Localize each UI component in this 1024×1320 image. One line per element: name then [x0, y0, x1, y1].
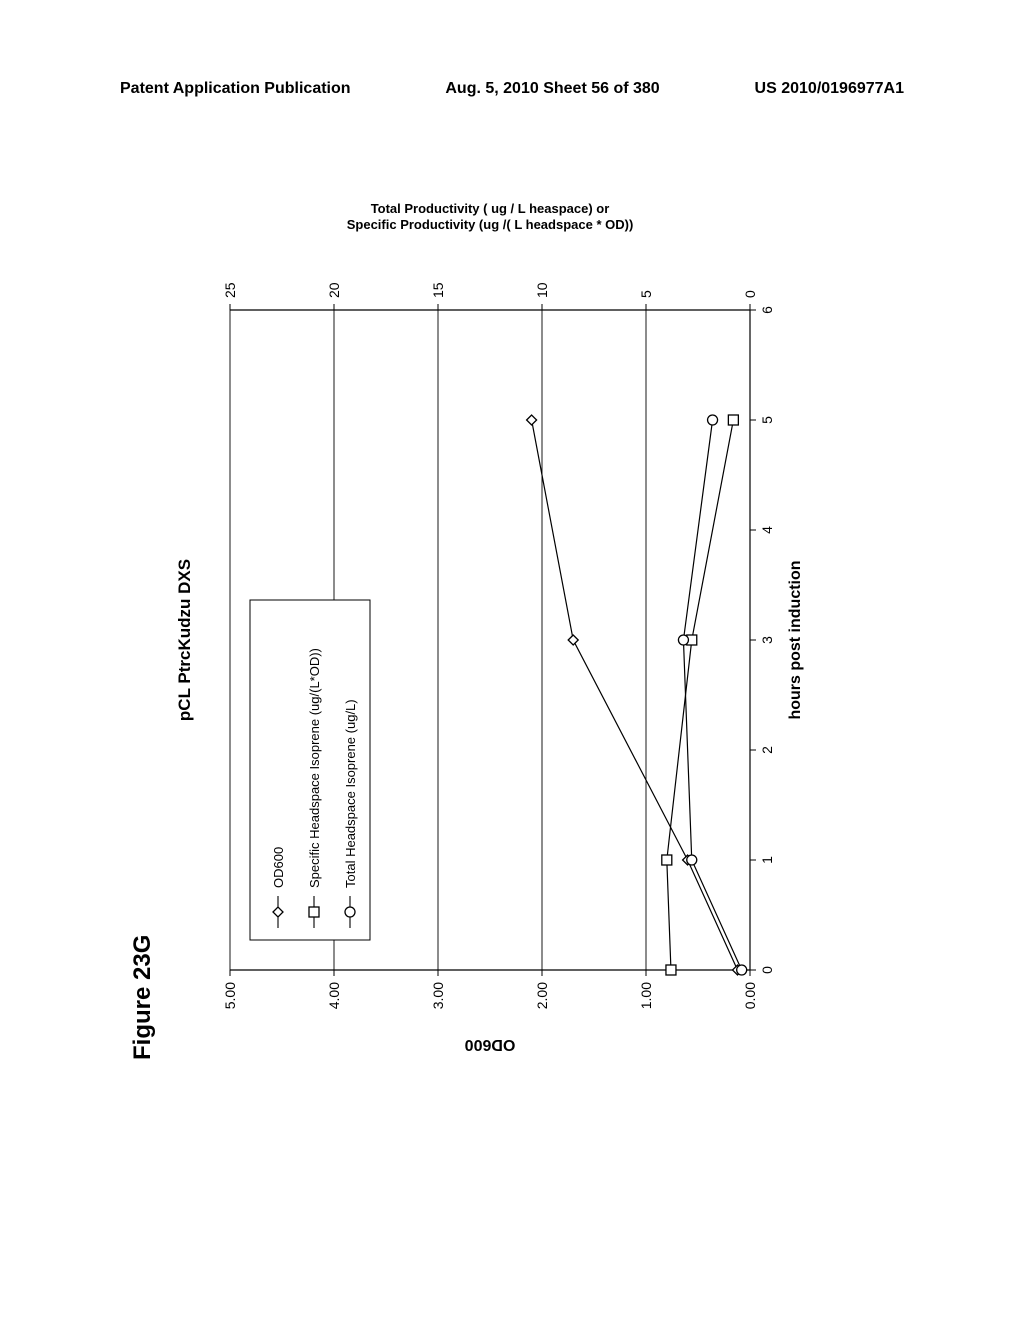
x-tick-label: 1 — [759, 856, 775, 864]
x-tick-label: 0 — [759, 966, 775, 974]
header-left: Patent Application Publication — [120, 80, 351, 98]
x-tick-label: 4 — [759, 526, 775, 534]
y-right-tick-label: 5 — [638, 290, 654, 298]
y-right-tick-label: 15 — [430, 282, 446, 298]
y-right-tick-label: 25 — [222, 282, 238, 298]
y-left-tick-label: 5.00 — [222, 982, 238, 1009]
x-axis-label: hours post induction — [787, 560, 804, 719]
x-tick-label: 6 — [759, 306, 775, 314]
y-left-tick-label: 0.00 — [742, 982, 758, 1009]
y-left-tick-label: 4.00 — [326, 982, 342, 1009]
page-header: Patent Application Publication Aug. 5, 2… — [0, 80, 1024, 98]
y-right-axis-label: Total Productivity ( ug / L heaspace) or… — [347, 201, 634, 232]
legend-item-label: Total Headspace Isoprene (ug/L) — [343, 699, 358, 888]
x-tick-label: 3 — [759, 636, 775, 644]
header-center: Aug. 5, 2010 Sheet 56 of 380 — [445, 80, 659, 98]
header-right: US 2010/0196977A1 — [755, 80, 904, 98]
legend-item-label: Specific Headspace Isoprene (ug/(L*OD)) — [307, 648, 322, 888]
y-left-tick-label: 3.00 — [430, 982, 446, 1009]
y-right-tick-label: 0 — [742, 290, 758, 298]
legend-item-label: OD600 — [271, 847, 286, 888]
y-right-tick-label: 10 — [534, 282, 550, 298]
figure-chart: Figure 23G pCL PtrcKudzu DXS 0.00 1.00 2.00 3… — [110, 200, 850, 1080]
figure-label: Figure 23G — [129, 935, 156, 1060]
x-tick-label: 5 — [759, 416, 775, 424]
y-left-axis-label: OD600 — [465, 1036, 516, 1053]
chart-title: pCL PtrcKudzu DXS — [175, 559, 194, 721]
x-tick-label: 2 — [759, 746, 775, 754]
y-left-tick-label: 1.00 — [638, 982, 654, 1009]
y-right-tick-label: 20 — [326, 282, 342, 298]
y-left-tick-label: 2.00 — [534, 982, 550, 1009]
